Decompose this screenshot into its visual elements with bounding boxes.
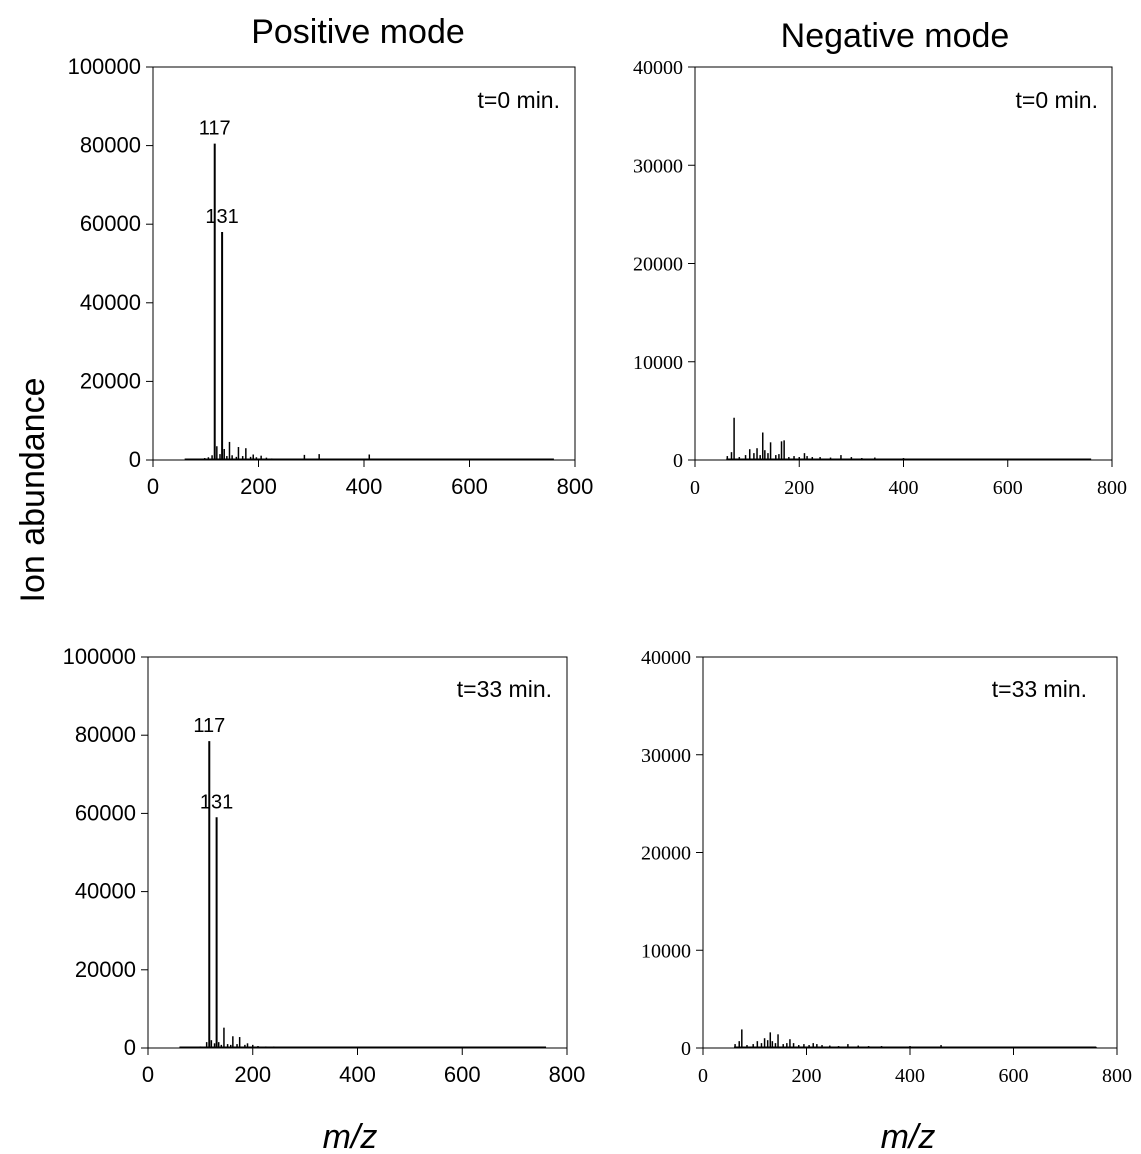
column-title-negative: Negative mode xyxy=(781,17,1010,55)
spectrum-panel: 0 20000 40000 60000 80000 100000 0 200 400 600 800… xyxy=(68,54,594,499)
x-axis-label-right: m/z xyxy=(881,1118,936,1154)
y-tick-label: 10000 xyxy=(641,940,691,962)
x-tick-label: 400 xyxy=(346,474,383,499)
panel-time-label: t=0 min. xyxy=(478,87,560,113)
peak-label: 131 xyxy=(205,206,238,228)
y-tick-label: 20000 xyxy=(80,368,141,393)
peak-label: 117 xyxy=(193,715,225,737)
x-tick-label: 800 xyxy=(1102,1065,1132,1087)
panel-time-label: t=33 min. xyxy=(457,676,552,702)
x-tick-label: 0 xyxy=(690,477,700,499)
y-tick-label: 20000 xyxy=(641,843,691,865)
spectrum-panel: 0 10000 20000 30000 40000 0 200 400 600 800 t=33 m… xyxy=(641,647,1132,1087)
x-tick-label: 200 xyxy=(240,474,277,499)
y-tick-label: 40000 xyxy=(75,879,136,904)
peak-label: 117 xyxy=(199,118,231,140)
x-tick-label: 0 xyxy=(698,1065,708,1087)
y-tick-label: 100000 xyxy=(63,644,136,669)
y-axis-label: Ion abundance xyxy=(14,378,52,603)
x-tick-label: 200 xyxy=(792,1065,822,1087)
spectrum-panel: 0 10000 20000 30000 40000 0 200 400 600 800 t=0 mi… xyxy=(633,57,1127,499)
panel-time-label: t=33 min. xyxy=(992,676,1087,702)
y-tick-label: 80000 xyxy=(75,722,136,747)
y-tick-label: 0 xyxy=(681,1038,691,1060)
x-tick-label: 800 xyxy=(549,1062,586,1087)
y-tick-label: 0 xyxy=(673,450,683,472)
x-tick-label: 0 xyxy=(142,1062,154,1087)
x-tick-label: 400 xyxy=(339,1062,376,1087)
y-tick-label: 0 xyxy=(124,1035,136,1060)
y-tick-label: 10000 xyxy=(633,352,683,374)
y-tick-label: 0 xyxy=(129,447,141,472)
y-tick-label: 20000 xyxy=(633,254,683,276)
x-tick-label: 600 xyxy=(999,1065,1029,1087)
x-tick-label: 800 xyxy=(557,474,594,499)
x-tick-label: 200 xyxy=(234,1062,271,1087)
x-tick-label: 600 xyxy=(993,477,1023,499)
plot-frame xyxy=(694,66,1113,461)
y-tick-label: 30000 xyxy=(633,155,683,177)
x-tick-label: 0 xyxy=(147,474,159,499)
x-axis-label-left: m/z xyxy=(323,1118,378,1154)
x-tick-label: 200 xyxy=(784,477,814,499)
y-tick-label: 100000 xyxy=(68,54,141,79)
x-tick-label: 800 xyxy=(1097,477,1127,499)
x-tick-label: 400 xyxy=(889,477,919,499)
y-tick-label: 80000 xyxy=(80,133,141,158)
y-tick-label: 40000 xyxy=(633,57,683,79)
y-tick-label: 40000 xyxy=(641,647,691,669)
column-title-positive: Positive mode xyxy=(251,13,465,51)
x-tick-label: 400 xyxy=(895,1065,925,1087)
y-tick-label: 60000 xyxy=(75,800,136,825)
x-tick-label: 600 xyxy=(451,474,488,499)
peak-label: 131 xyxy=(200,791,233,813)
panel-time-label: t=0 min. xyxy=(1016,87,1098,113)
spectrum-panel: 0 20000 40000 60000 80000 100000 0 200 400 600 800… xyxy=(63,644,586,1087)
plot-frame xyxy=(702,656,1118,1049)
y-tick-label: 30000 xyxy=(641,745,691,767)
y-tick-label: 40000 xyxy=(80,290,141,315)
x-tick-label: 600 xyxy=(444,1062,481,1087)
y-tick-label: 20000 xyxy=(75,957,136,982)
y-tick-label: 60000 xyxy=(80,211,141,236)
